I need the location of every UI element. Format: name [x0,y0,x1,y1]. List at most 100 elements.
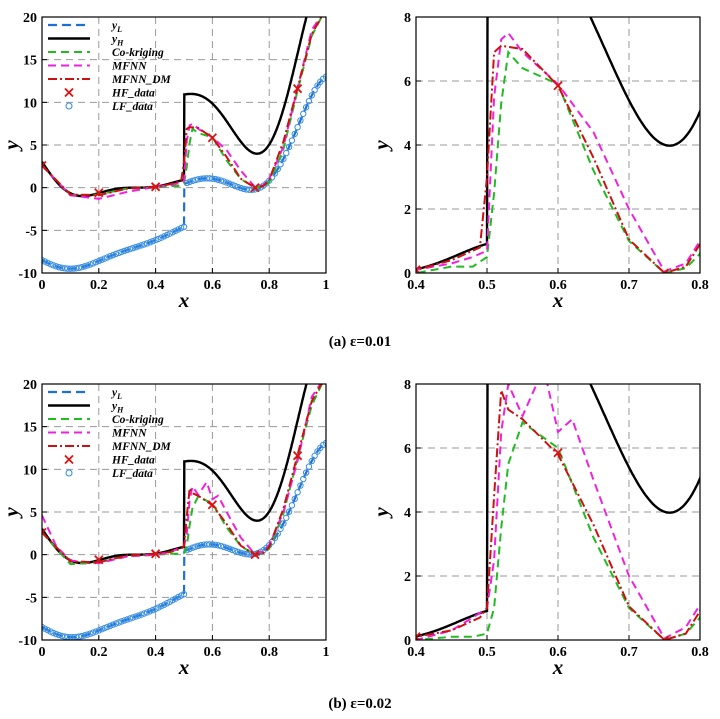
lf-data-point [50,262,57,269]
lf-data-point [78,263,85,271]
x-tick-label: 0.8 [691,278,709,293]
plot-area [42,17,326,272]
y-tick-label: -10 [18,267,37,282]
lf-data-point [141,610,148,617]
lf-data-point [112,620,120,627]
lf-data-point [311,86,318,94]
lf-data-point [121,247,128,255]
lf-data-point [118,248,125,256]
lf-data-point [277,525,284,532]
x-tick-label: 1 [323,645,330,660]
lf-data-point [92,259,100,266]
x-tick-label: 0.7 [620,278,638,293]
lf-data-point [81,263,88,270]
lf-data-point [305,463,313,470]
x-axis-label: x [178,655,190,679]
lf-data-point [234,183,242,191]
y-tick-label: -10 [18,634,37,649]
y-tick-label: -5 [25,224,37,239]
y-tick-label: 15 [23,421,37,436]
lf-data-point [149,238,156,245]
lf-data-point [288,137,296,144]
lf-data-point [308,457,315,465]
legend-label: HF_data [111,455,155,467]
lf-data-point [280,520,287,527]
lf-data-point [308,92,315,99]
legend-label: HF_data [111,88,155,100]
legend-swatch [64,87,74,98]
panel-a-left: 0 0.2 0.4 0.6 0.8 1 -10 -5 0 5 10 15 20 x y yLyHCo-krig… [0,11,330,312]
lf-data-point [55,631,63,639]
lf-data-point [152,236,159,244]
hf-data-point [659,635,670,640]
lf-data-point [302,469,310,476]
series-co-kriging [42,17,323,197]
lf-data-point [104,254,111,261]
legend-label: LF_data [111,101,153,113]
hf-data-point [553,81,563,91]
lf-data-point [231,547,239,555]
lf-data-point [234,548,242,556]
lf-data-point [283,149,290,157]
lf-data-point [106,622,114,630]
y-tick-label: 5 [30,139,37,154]
x-tick-label: 0.5 [478,278,496,293]
lf-data-point [53,630,60,638]
lf-data-point [180,223,188,231]
lf-data-point [212,541,219,549]
x-axis-label: x [552,655,564,679]
lf-data-point [311,452,318,460]
lf-data-point [124,616,131,623]
lf-data-point [297,117,304,124]
lf-data-point [126,615,134,622]
y-tick-label: 15 [23,54,37,69]
lf-data-point [87,630,94,637]
y-tick-label: 20 [23,11,37,26]
lf-data-point [288,502,296,509]
lf-data-point [101,255,108,262]
lf-data-point [121,617,128,624]
lf-data-point [283,514,290,521]
series-y-h [42,17,308,198]
x-tick-label: 0.8 [260,278,278,293]
lf-data-point [212,175,219,183]
y-tick-label: 4 [404,139,411,154]
legend-label: MFNN [111,61,147,73]
lf-data-point [95,627,103,634]
lf-data-point [109,251,117,259]
x-tick-label: 0.8 [260,645,278,660]
lf-data-point [101,624,108,632]
lf-data-point [186,178,193,186]
y-tick-label: 8 [404,378,411,393]
y-tick-label: 0 [404,634,411,649]
lf-data-point [129,614,137,621]
y-tick-label: 10 [23,96,37,111]
series-mfnn-dm [416,44,700,273]
series-co-kriging [416,420,700,640]
lf-data-point [104,623,111,631]
y-tick-label: 6 [404,75,411,90]
x-tick-label: 0.4 [407,645,425,660]
hf-data-point [207,500,218,510]
lf-data-point [81,632,88,639]
y-tick-label: 4 [404,506,411,521]
y-tick-label: 10 [23,463,37,478]
y-tick-label: 2 [404,203,411,218]
x-tick-label: 0.4 [407,278,425,293]
lf-data-point [84,631,91,638]
lf-data-point [118,618,125,625]
hf-data-point [659,268,670,273]
series-y-l [42,442,326,639]
hf-data-point [250,183,260,193]
lf-data-point [50,629,57,637]
lf-data-point [220,178,227,185]
lf-data-point [226,180,233,187]
y-axis-label: y [369,140,393,153]
lf-data-point [231,182,239,190]
lf-data-point [115,249,122,257]
lf-data-point [89,629,97,636]
legend-label: yH [110,401,124,415]
legend-label: Co-kriging [112,414,164,426]
lf-data-point [302,104,310,111]
lf-data-point [237,549,245,556]
